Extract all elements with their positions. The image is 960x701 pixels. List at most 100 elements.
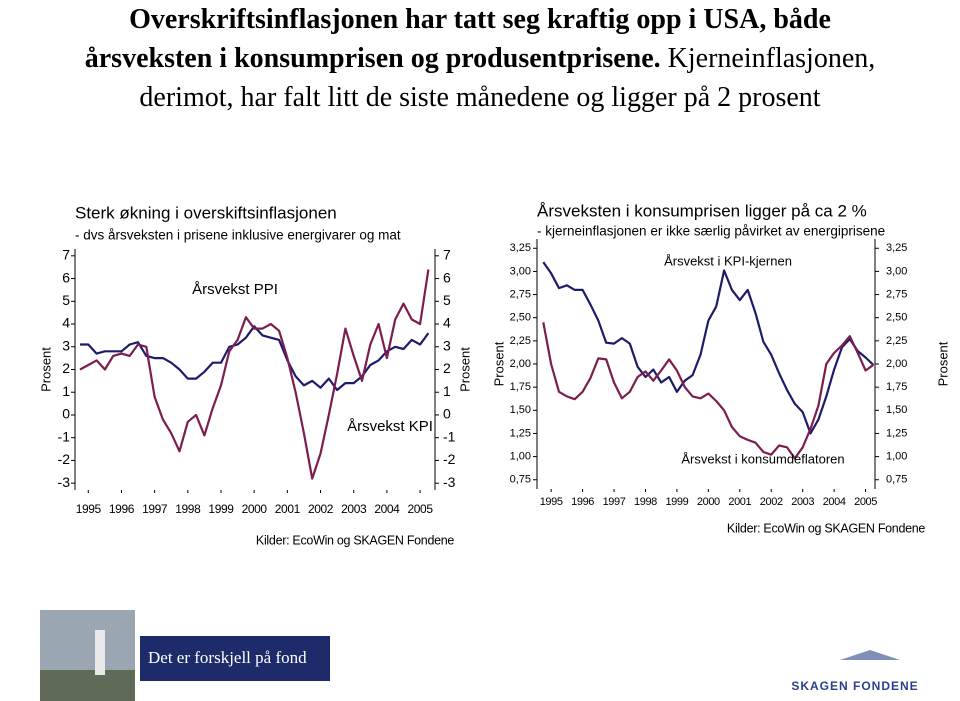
x-tick-label: 2002 bbox=[308, 502, 334, 516]
title-line: årsveksten i konsumprisen og produsentpr… bbox=[0, 39, 960, 78]
y-tick-label: 2,75 bbox=[510, 288, 531, 300]
title-line: derimot, har falt litt de siste månedene… bbox=[0, 78, 960, 117]
y2-tick-label: 1,50 bbox=[886, 404, 907, 416]
x-tick-label: 2005 bbox=[854, 496, 877, 508]
slogan: Det er forskjell på fond bbox=[148, 648, 307, 667]
y-tick-label: -2 bbox=[58, 451, 71, 467]
x-tick-label: 1999 bbox=[208, 502, 234, 516]
y2-tick-label: 0 bbox=[443, 406, 451, 422]
x-tick-label: 2001 bbox=[275, 502, 301, 516]
chart-title: Sterk økning i overskiftsinflasjonen bbox=[75, 203, 337, 222]
title-text: Overskriftsinflasjonen har tatt seg kraf… bbox=[129, 4, 831, 35]
y-tick-label: 0,75 bbox=[510, 474, 531, 486]
y-tick-label: 3 bbox=[62, 337, 70, 353]
x-tick-label: 2001 bbox=[728, 496, 751, 508]
y-tick-label: 0 bbox=[62, 406, 70, 422]
photo-rocks bbox=[40, 670, 135, 701]
y-tick-label: -1 bbox=[58, 428, 71, 444]
x-tick-label: 1995 bbox=[540, 496, 563, 508]
y2-tick-label: 2,50 bbox=[886, 312, 907, 324]
y-tick-label: 5 bbox=[62, 292, 70, 308]
series-label: Årsvekst i KPI-kjernen bbox=[664, 253, 792, 268]
chart-title: Årsveksten i konsumprisen ligger på ca 2… bbox=[537, 201, 867, 220]
x-tick-label: 1996 bbox=[571, 496, 594, 508]
x-tick-label: 1997 bbox=[603, 496, 626, 508]
y2-tick-label: 1,75 bbox=[886, 381, 907, 393]
x-tick-label: 1999 bbox=[665, 496, 688, 508]
x-tick-label: 2005 bbox=[408, 502, 434, 516]
y2-tick-label: 1 bbox=[443, 383, 451, 399]
title-text: derimot, har falt litt de siste månedene… bbox=[139, 82, 821, 113]
y2-tick-label: -2 bbox=[443, 451, 456, 467]
logo-mark bbox=[840, 650, 900, 660]
series-line bbox=[542, 261, 875, 435]
y-tick-label: 3,25 bbox=[510, 242, 531, 254]
x-tick-label: 2004 bbox=[823, 496, 846, 508]
y-tick-label: 3,00 bbox=[510, 265, 531, 277]
y-tick-label: 7 bbox=[62, 247, 70, 263]
y-tick-label: 4 bbox=[62, 315, 70, 331]
y2-tick-label: 4 bbox=[443, 315, 451, 331]
series-label: Årsvekst PPI bbox=[192, 281, 278, 298]
y-tick-label: 6 bbox=[62, 269, 70, 285]
series-line bbox=[542, 322, 875, 460]
title-text: årsveksten i konsumprisen og produsentpr… bbox=[84, 43, 661, 74]
x-tick-label: 1997 bbox=[142, 502, 168, 516]
footer: Det er forskjell på fond SKAGEN FONDENE bbox=[40, 610, 920, 701]
source: Kilder: EcoWin og SKAGEN Fondene bbox=[256, 533, 454, 547]
y2-tick-label: 2,75 bbox=[886, 288, 907, 300]
x-tick-label: 2000 bbox=[697, 496, 720, 508]
y2-tick-label: 6 bbox=[443, 269, 451, 285]
x-tick-label: 2003 bbox=[341, 502, 367, 516]
y2-tick-label: 3,25 bbox=[886, 242, 907, 254]
x-tick-label: 1996 bbox=[109, 502, 135, 516]
x-tick-label: 1995 bbox=[76, 502, 102, 516]
y2-tick-label: 1,25 bbox=[886, 427, 907, 439]
y-tick-label: 2,00 bbox=[510, 358, 531, 370]
y-axis-label: Prosent bbox=[491, 341, 506, 386]
series-line bbox=[79, 269, 430, 480]
x-tick-label: 2000 bbox=[242, 502, 268, 516]
y2-tick-label: 0,75 bbox=[886, 474, 907, 486]
y-axis-label: Prosent bbox=[38, 347, 53, 392]
y2-tick-label: 2,25 bbox=[886, 335, 907, 347]
series-line bbox=[80, 325, 430, 392]
y2-tick-label: -1 bbox=[443, 428, 456, 444]
chart-subtitle: - kjerneinflasjonen er ikke særlig påvir… bbox=[537, 224, 885, 239]
lighthouse bbox=[95, 630, 105, 675]
y-tick-label: 1,50 bbox=[510, 404, 531, 416]
x-tick-label: 2003 bbox=[791, 496, 814, 508]
y-tick-label: 2,50 bbox=[510, 312, 531, 324]
x-tick-label: 2002 bbox=[760, 496, 783, 508]
y-tick-label: 1,75 bbox=[510, 381, 531, 393]
x-tick-label: 1998 bbox=[175, 502, 201, 516]
y-tick-label: 2 bbox=[62, 360, 70, 376]
title-text: Kjerneinflasjonen, bbox=[667, 43, 876, 74]
series-label: Årsvekst i konsumdeflatoren bbox=[681, 451, 844, 466]
x-tick-label: 1998 bbox=[634, 496, 657, 508]
series-label: Årsvekst KPI bbox=[347, 418, 433, 435]
x-tick-label: 2004 bbox=[374, 502, 400, 516]
chart-subtitle: - dvs årsveksten i prisene inklusive ene… bbox=[75, 228, 401, 243]
source: Kilder: EcoWin og SKAGEN Fondene bbox=[727, 521, 925, 535]
y2-axis-label: Prosent bbox=[935, 341, 950, 386]
y-tick-label: -3 bbox=[58, 474, 71, 490]
y-tick-label: 1,25 bbox=[510, 427, 531, 439]
slide-title: Overskriftsinflasjonen har tatt seg kraf… bbox=[0, 0, 960, 117]
y2-tick-label: 2,00 bbox=[886, 358, 907, 370]
y2-tick-label: 5 bbox=[443, 292, 451, 308]
y-tick-label: 1,00 bbox=[510, 450, 531, 462]
y2-tick-label: 2 bbox=[443, 360, 451, 376]
y2-tick-label: 7 bbox=[443, 247, 451, 263]
y-tick-label: 2,25 bbox=[510, 335, 531, 347]
y2-tick-label: 1,00 bbox=[886, 450, 907, 462]
y2-tick-label: 3,00 bbox=[886, 265, 907, 277]
y-tick-label: 1 bbox=[62, 383, 70, 399]
y2-tick-label: 3 bbox=[443, 337, 451, 353]
y2-axis-label: Prosent bbox=[457, 347, 472, 392]
logo: SKAGEN FONDENE bbox=[791, 679, 918, 693]
y2-tick-label: -3 bbox=[443, 474, 456, 490]
title-line: Overskriftsinflasjonen har tatt seg kraf… bbox=[0, 0, 960, 39]
